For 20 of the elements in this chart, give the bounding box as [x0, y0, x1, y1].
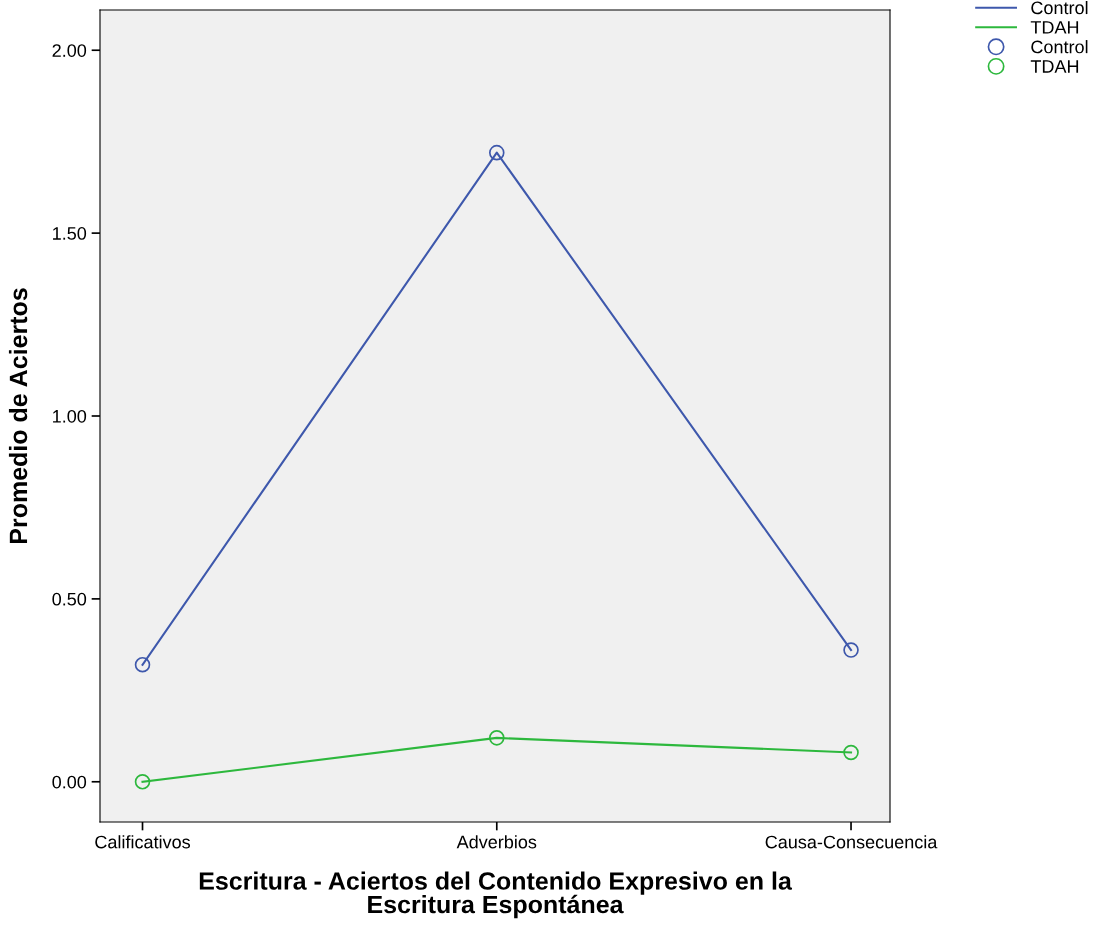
- point: [134, 656, 151, 673]
- x-tick-label: Adverbios: [456, 835, 537, 849]
- legend-label: Control: [1031, 40, 1088, 54]
- x-tick-label: Causa-Consecuencia: [765, 835, 938, 849]
- point: [134, 773, 151, 790]
- point: [843, 744, 859, 761]
- point: [843, 642, 859, 658]
- text: TDAH: [1030, 21, 1079, 34]
- legend-label: TDAH: [1030, 60, 1079, 73]
- x-tick-label: Calificativos: [95, 835, 191, 849]
- point: [488, 144, 505, 161]
- y-tick-label: 2.00: [52, 44, 87, 57]
- y-tick-label: 0.50: [52, 592, 87, 606]
- point: [488, 730, 505, 746]
- y-tick-label: 1.50: [53, 227, 87, 240]
- text: Control: [1031, 0, 1088, 15]
- y-tick-label: 0.00: [52, 775, 87, 789]
- y-axis-title: Promedio de Aciertos: [8, 288, 28, 544]
- y-tick-label: 1.00: [53, 409, 87, 423]
- x-axis-title: Escritura - Aciertos del Contenido Expresivo en la Escritura Espontánea: [199, 871, 793, 919]
